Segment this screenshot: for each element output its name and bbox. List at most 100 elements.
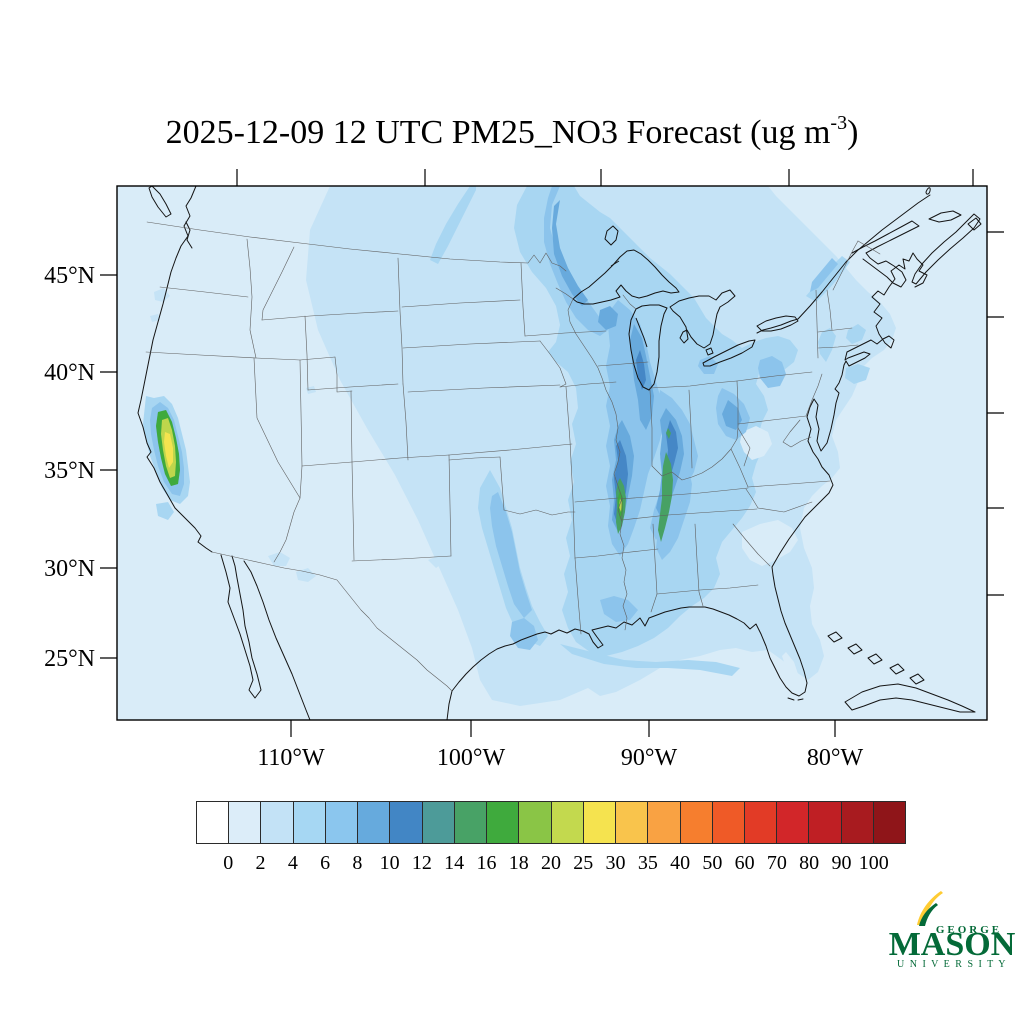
state-border	[246, 238, 257, 359]
colorbar-segment	[582, 802, 616, 843]
state-border	[401, 299, 521, 308]
green-bay	[635, 317, 648, 348]
colorbar-tick-label: 30	[605, 852, 626, 874]
lake-huron	[669, 289, 736, 349]
state-border	[621, 508, 758, 521]
st-lawrence-south-shore	[851, 220, 920, 288]
state-border	[832, 240, 859, 291]
state-border	[555, 287, 574, 300]
colorbar-segment	[518, 802, 551, 843]
colorbar-tick-label: 60	[734, 852, 755, 874]
colorbar-segment	[389, 802, 422, 843]
state-border	[815, 289, 819, 359]
colorbar-segment	[743, 802, 777, 843]
state-border	[736, 380, 739, 429]
title-superscript: -3	[830, 112, 848, 134]
state-border	[402, 383, 409, 461]
colorbar-segment	[292, 802, 325, 843]
state-border	[650, 523, 658, 613]
state-border	[273, 497, 301, 563]
lat-label: 35°N	[44, 458, 95, 484]
colorbar-labels: 0 2 4 6 8 10 12 14 16 18 20 25 30 35 40 50 60 70 80 90 100	[196, 852, 906, 882]
lat-label: 45°N	[44, 263, 95, 289]
mexico-gulf-coast	[446, 690, 453, 720]
logo-george-text: GEORGE	[936, 924, 1002, 936]
colorbar-tick-label: 70	[766, 852, 787, 874]
lake-michigan	[628, 304, 668, 391]
axis-ticks	[100, 169, 1004, 737]
logo-university-text: U N I V E R S I T Y	[897, 959, 1007, 970]
lake-erie	[702, 339, 756, 367]
state-border	[159, 286, 249, 298]
colorbar-segment	[808, 802, 841, 843]
state-border	[757, 501, 813, 513]
state-border	[567, 298, 628, 631]
state-border	[539, 340, 567, 388]
anticosti-island	[925, 187, 931, 195]
state-border	[649, 389, 653, 467]
colorbar-segment	[647, 802, 680, 843]
state-border	[448, 456, 501, 461]
state-border	[649, 380, 738, 389]
logo-mason-text: MASON	[889, 926, 1016, 963]
colorbar-segment	[679, 802, 712, 843]
colorbar-segment	[357, 802, 390, 843]
lon-label: 80°W	[807, 745, 864, 771]
axis-labels: 45°N 40°N 35°N 30°N 25°N 110°W 100°W 90°…	[44, 263, 863, 771]
state-border	[503, 509, 576, 516]
lake-nipigon	[604, 225, 619, 246]
state-border	[520, 262, 526, 337]
state-border	[565, 386, 576, 559]
political-borders	[145, 221, 881, 692]
state-border	[299, 465, 303, 499]
colorbar-segment	[872, 802, 906, 843]
colorbar-tick-label: 20	[541, 852, 561, 874]
gulf-atlantic-coast	[451, 252, 928, 697]
colorbar-tick-label: 18	[508, 852, 529, 874]
map-frame	[116, 185, 988, 721]
bahamas-islands	[827, 631, 925, 685]
colorbar-segment	[840, 802, 873, 843]
colorbar-segment	[776, 802, 809, 843]
prince-edward-island	[928, 210, 962, 223]
state-border	[621, 548, 659, 554]
state-border	[732, 523, 771, 567]
colorbar-tick-label: 90	[831, 852, 852, 874]
state-border	[737, 415, 807, 425]
state-border	[688, 389, 693, 469]
colorbar-tick-label: 0	[223, 852, 234, 874]
state-border	[402, 340, 541, 349]
map-canvas	[117, 186, 987, 720]
colorbar-tick-label: 16	[476, 852, 497, 874]
st-lawrence-north-shore	[756, 194, 931, 334]
lon-label: 90°W	[621, 745, 678, 771]
state-border	[301, 454, 450, 467]
state-border	[574, 557, 582, 635]
colorbar-tick-label: 6	[320, 852, 331, 874]
lat-label: 25°N	[44, 646, 95, 672]
nova-scotia	[911, 213, 981, 285]
colorbar-segment	[550, 802, 583, 843]
state-border	[261, 310, 399, 321]
state-border	[559, 381, 617, 388]
state-border	[448, 443, 573, 456]
state-border	[448, 454, 452, 557]
colorbar-segment	[228, 802, 261, 843]
page-title: 2025-12-09 12 UTC PM25_NO3 Forecast (ug …	[0, 112, 1024, 152]
state-border	[736, 371, 813, 382]
state-border	[524, 330, 607, 337]
state-border	[622, 294, 637, 310]
colorbar-tick-label: 50	[702, 852, 723, 874]
state-border	[817, 327, 853, 333]
state-border	[499, 456, 505, 511]
colorbar-tick-label: 25	[573, 852, 594, 874]
vancouver-island	[148, 186, 172, 218]
colorbar-tick-label: 40	[670, 852, 691, 874]
state-border	[351, 461, 355, 561]
isle-royale	[610, 260, 620, 267]
state-border	[574, 497, 619, 503]
colorbar-tick-label: 14	[444, 852, 465, 874]
state-border	[694, 523, 704, 607]
colorbar-segment	[197, 802, 229, 843]
